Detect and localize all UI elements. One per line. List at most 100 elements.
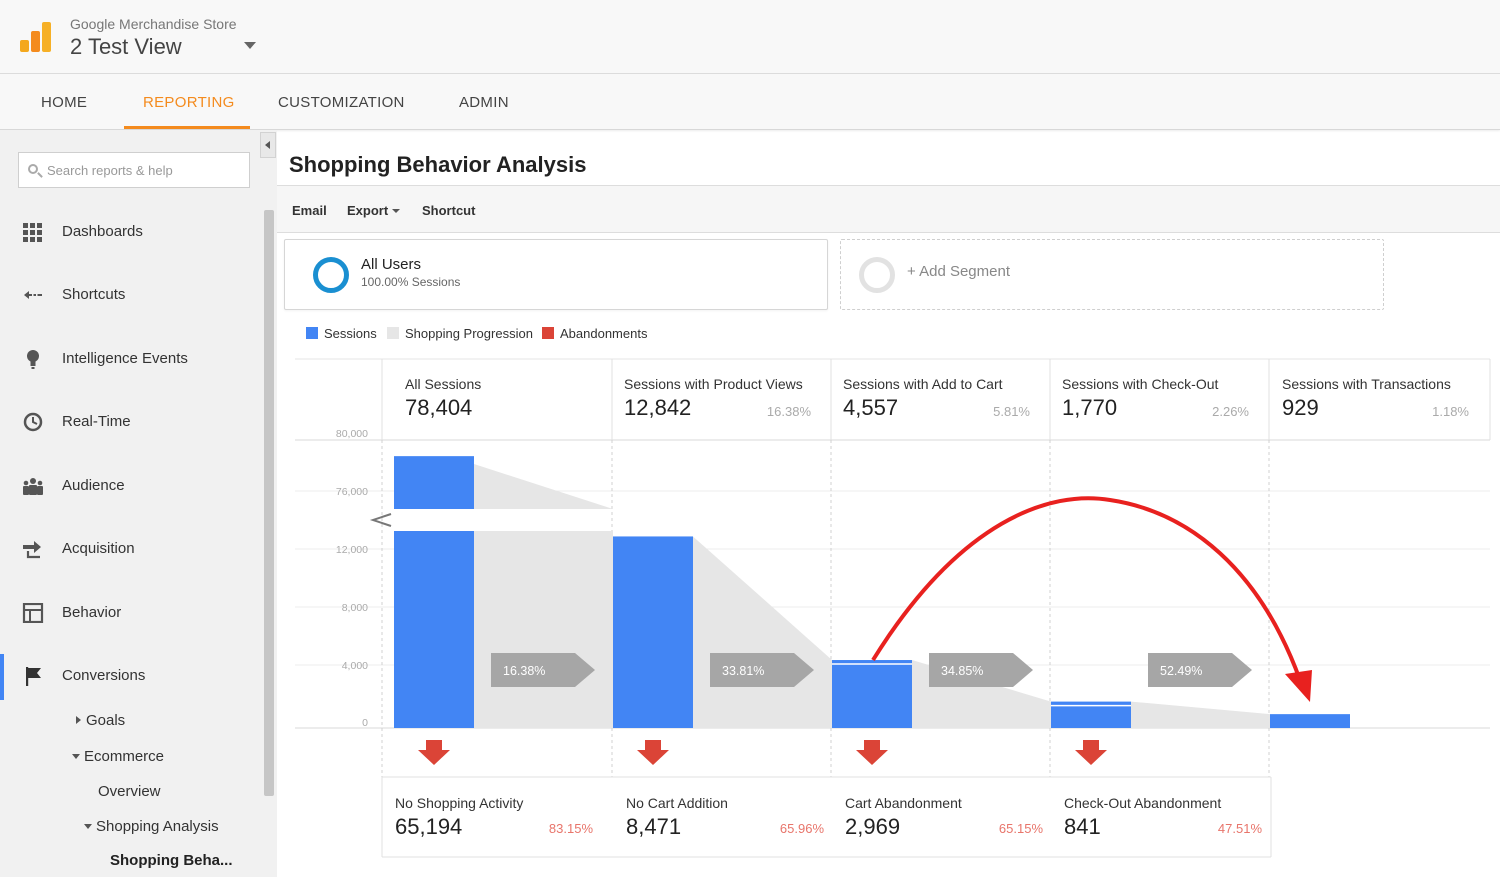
stage-percent: 16.38% (766, 404, 811, 419)
email-button[interactable]: Email (292, 203, 327, 218)
stage-value: 1,770 (1062, 395, 1118, 420)
sidebar-item-ecommerce[interactable]: Ecommerce (72, 748, 164, 765)
abandonment-label: No Cart Addition (626, 795, 728, 811)
tab-admin[interactable]: ADMIN (459, 94, 509, 111)
sidebar-item-overview[interactable]: Overview (98, 783, 161, 800)
abandonment-percent: 65.96% (779, 821, 824, 836)
sidebar-item-acquisition[interactable]: Acquisition (0, 529, 262, 569)
sidebar-item-goals[interactable]: Goals (76, 712, 125, 729)
annotation-arrowhead-icon (1285, 670, 1312, 702)
sidebar-item-label: Dashboards (62, 223, 143, 240)
sidebar-item-label: Behavior (62, 604, 122, 621)
conversion-arrow-icon (929, 653, 1033, 687)
sidebar-item-label: Shopping Analysis (96, 818, 219, 835)
conversion-rate-label: 16.38% (503, 664, 545, 678)
bar-1 (613, 536, 693, 728)
stage-value: 929 (1282, 395, 1319, 420)
abandonment-arrow-icon (418, 740, 450, 765)
collapse-sidebar-button[interactable] (260, 132, 276, 158)
legend-swatch (306, 327, 318, 339)
segment-all-users[interactable]: All Users 100.00% Sessions (284, 239, 828, 310)
bar-2 (832, 660, 912, 728)
sidebar-item-shopping-analysis[interactable]: Shopping Analysis (84, 818, 219, 835)
segment-ring-icon (313, 257, 349, 293)
report-toolbar: Email Export Shortcut (277, 185, 1500, 233)
conversion-arrow-icon (710, 653, 814, 687)
conversion-rate-label: 33.81% (722, 664, 764, 678)
y-tick-label: 12,000 (336, 544, 368, 556)
abandonment-value: 2,969 (845, 814, 901, 839)
sidebar: Dashboards Shortcuts Intelligence Events… (0, 130, 277, 877)
analytics-logo-icon[interactable] (20, 22, 52, 52)
sidebar-item-audience[interactable]: Audience (0, 466, 262, 506)
sidebar-item-label: Acquisition (62, 540, 135, 557)
abandonment-percent: 65.15% (998, 821, 1043, 836)
account-name: Google Merchandise Store (70, 16, 237, 32)
sidebar-item-label: Shortcuts (62, 286, 126, 303)
sidebar-item-dashboards[interactable]: Dashboards (0, 212, 262, 252)
chevron-down-icon (72, 754, 80, 759)
sidebar-item-shopping-behavior[interactable]: Shopping Beha... (110, 852, 233, 869)
stage-check-out[interactable]: Sessions with Check-Out 1,770 2.26% (1039, 360, 1258, 440)
progression-area (1131, 701, 1270, 728)
abandonment-no-cart-addition[interactable]: No Cart Addition 8,471 65.96% (614, 777, 833, 857)
add-segment-button[interactable]: + Add Segment (840, 239, 1384, 310)
sidebar-item-conversions[interactable]: Conversions (0, 654, 262, 700)
segment-name: All Users (361, 256, 422, 273)
legend-label: Shopping Progression (405, 326, 533, 341)
chevron-down-icon (84, 824, 92, 829)
search-icon (28, 164, 38, 174)
y-tick-label: 0 (362, 717, 368, 729)
legend-label: Sessions (324, 326, 377, 341)
stage-all-sessions[interactable]: All Sessions 78,404 (382, 360, 601, 440)
flag-icon (26, 667, 41, 686)
view-selector[interactable]: 2 Test View (70, 34, 182, 59)
chevron-right-icon (76, 716, 81, 724)
shortcuts-icon (24, 291, 42, 299)
stage-add-to-cart[interactable]: Sessions with Add to Cart 4,557 5.81% (820, 360, 1039, 440)
bar-4 (1270, 714, 1350, 728)
abandonment-cart[interactable]: Cart Abandonment 2,969 65.15% (833, 777, 1052, 857)
y-tick-label: 80,000 (336, 428, 368, 440)
search-input[interactable] (47, 154, 247, 186)
stage-transactions[interactable]: Sessions with Transactions 929 1.18% (1259, 360, 1478, 440)
segment-ring-empty-icon (859, 257, 895, 293)
y-tick-label: 4,000 (342, 660, 368, 672)
people-icon (23, 478, 43, 495)
sidebar-item-intelligence-events[interactable]: Intelligence Events (0, 339, 262, 379)
abandonment-no-shopping[interactable]: No Shopping Activity 65,194 83.15% (383, 777, 602, 857)
abandonment-arrow-icon (856, 740, 888, 765)
behavior-icon (22, 603, 44, 623)
stage-percent: 5.81% (993, 404, 1030, 419)
y-tick-label: 8,000 (342, 602, 368, 614)
abandonment-value: 65,194 (395, 814, 463, 839)
sidebar-item-label: Ecommerce (84, 748, 165, 765)
sidebar-item-label: Conversions (62, 667, 146, 684)
progression-area (474, 531, 613, 728)
stage-label: Sessions with Check-Out (1062, 376, 1219, 392)
axis-break-icon (369, 513, 392, 527)
search-box[interactable] (18, 152, 250, 188)
sidebar-item-behavior[interactable]: Behavior (0, 593, 262, 633)
abandonment-arrow-icon (1075, 740, 1107, 765)
abandonment-check-out[interactable]: Check-Out Abandonment 841 47.51% (1052, 777, 1271, 857)
sidebar-scrollbar[interactable] (264, 210, 274, 796)
stage-value: 12,842 (624, 395, 692, 420)
stage-value: 78,404 (405, 395, 473, 420)
active-tab-indicator (124, 126, 250, 129)
clock-icon (23, 412, 43, 432)
export-button[interactable]: Export (347, 203, 401, 218)
tab-customization[interactable]: CUSTOMIZATION (278, 94, 405, 111)
segment-sessions-share: 100.00% Sessions (361, 275, 461, 289)
chevron-down-icon[interactable] (244, 42, 256, 49)
tab-reporting[interactable]: REPORTING (143, 94, 235, 111)
sidebar-item-label: Audience (62, 477, 125, 494)
sidebar-item-shortcuts[interactable]: Shortcuts (0, 275, 262, 315)
tab-home[interactable]: HOME (41, 94, 88, 111)
shortcut-button[interactable]: Shortcut (422, 203, 476, 218)
stage-product-views[interactable]: Sessions with Product Views 12,842 16.38… (601, 360, 820, 440)
y-tick-label: 76,000 (336, 486, 368, 498)
sidebar-item-real-time[interactable]: Real-Time (0, 402, 262, 442)
legend-label: Abandonments (560, 326, 648, 341)
